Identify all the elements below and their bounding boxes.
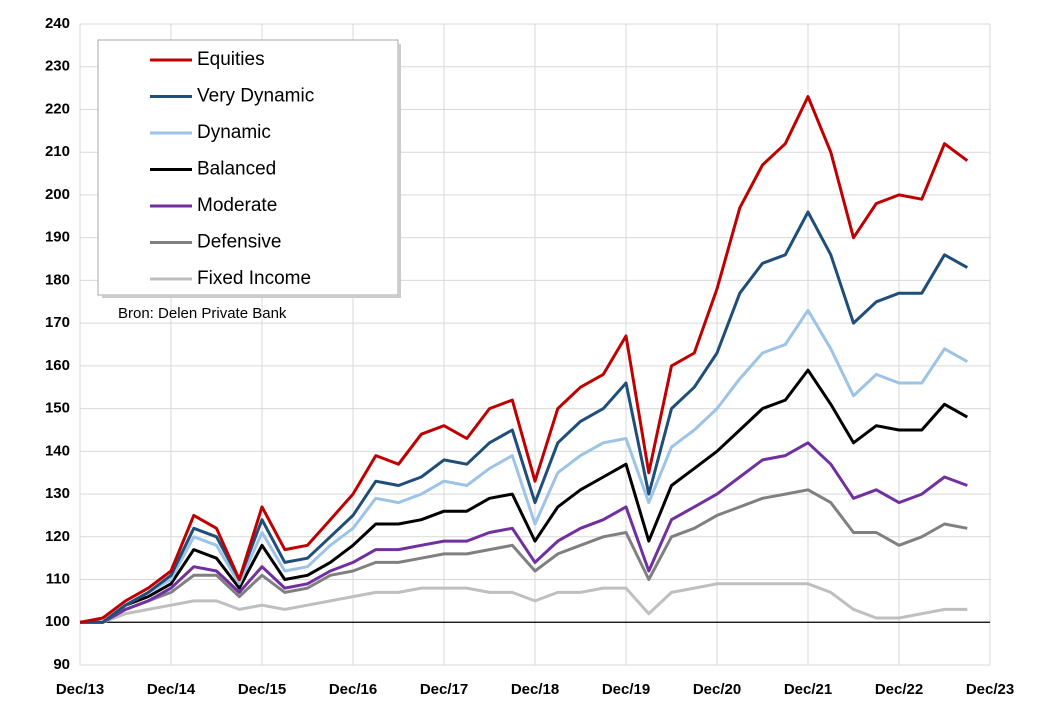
- series-line: [80, 441, 968, 624]
- y-tick-label: 140: [45, 442, 70, 459]
- legend-label: Dynamic: [197, 122, 271, 143]
- y-tick-label: 160: [45, 357, 70, 374]
- x-tick-label: Dec/19: [602, 681, 650, 698]
- series-line: [80, 582, 968, 624]
- legend-label: Moderate: [197, 195, 277, 216]
- y-tick-label: 200: [45, 186, 70, 203]
- y-tick-label: 110: [46, 571, 70, 588]
- x-tick-label: Dec/22: [875, 681, 923, 698]
- legend-label: Defensive: [197, 232, 282, 253]
- x-tick-label: Dec/20: [693, 681, 741, 698]
- y-tick-label: 130: [45, 485, 70, 502]
- y-tick-label: 100: [45, 613, 70, 630]
- y-tick-label: 180: [45, 271, 70, 288]
- annotation: Bron: Delen Private Bank: [118, 305, 287, 322]
- y-tick-label: 170: [45, 314, 70, 331]
- series-line: [79, 95, 969, 624]
- x-tick-label: Dec/17: [420, 681, 468, 698]
- legend-box: [97, 39, 399, 296]
- x-tick-label: Dec/16: [329, 681, 377, 698]
- x-tick-label: Dec/14: [147, 681, 196, 698]
- x-tick-label: Dec/21: [784, 681, 832, 698]
- y-tick-label: 210: [45, 143, 70, 160]
- legend-shadow: [398, 44, 401, 298]
- series-line: [80, 488, 968, 624]
- y-tick-label: 90: [53, 656, 70, 673]
- legend-label: Fixed Income: [197, 268, 311, 289]
- y-tick-label: 220: [45, 100, 70, 117]
- y-tick-label: 230: [45, 58, 70, 75]
- y-tick-label: 150: [45, 400, 70, 417]
- y-tick-label: 240: [45, 15, 70, 32]
- x-tick-label: Dec/15: [238, 681, 286, 698]
- legend-label: Very Dynamic: [197, 86, 314, 107]
- legend-label: Equities: [197, 49, 265, 70]
- x-tick-label: Dec/23: [966, 681, 1014, 698]
- legend-label: Balanced: [197, 159, 276, 180]
- x-tick-label: Dec/18: [511, 681, 559, 698]
- legend-shadow: [102, 295, 401, 298]
- y-tick-label: 190: [45, 229, 70, 246]
- series-line: [80, 308, 969, 624]
- series-line: [80, 368, 969, 624]
- x-tick-label: Dec/13: [56, 681, 104, 698]
- y-tick-label: 120: [45, 528, 70, 545]
- series-line: [80, 210, 969, 624]
